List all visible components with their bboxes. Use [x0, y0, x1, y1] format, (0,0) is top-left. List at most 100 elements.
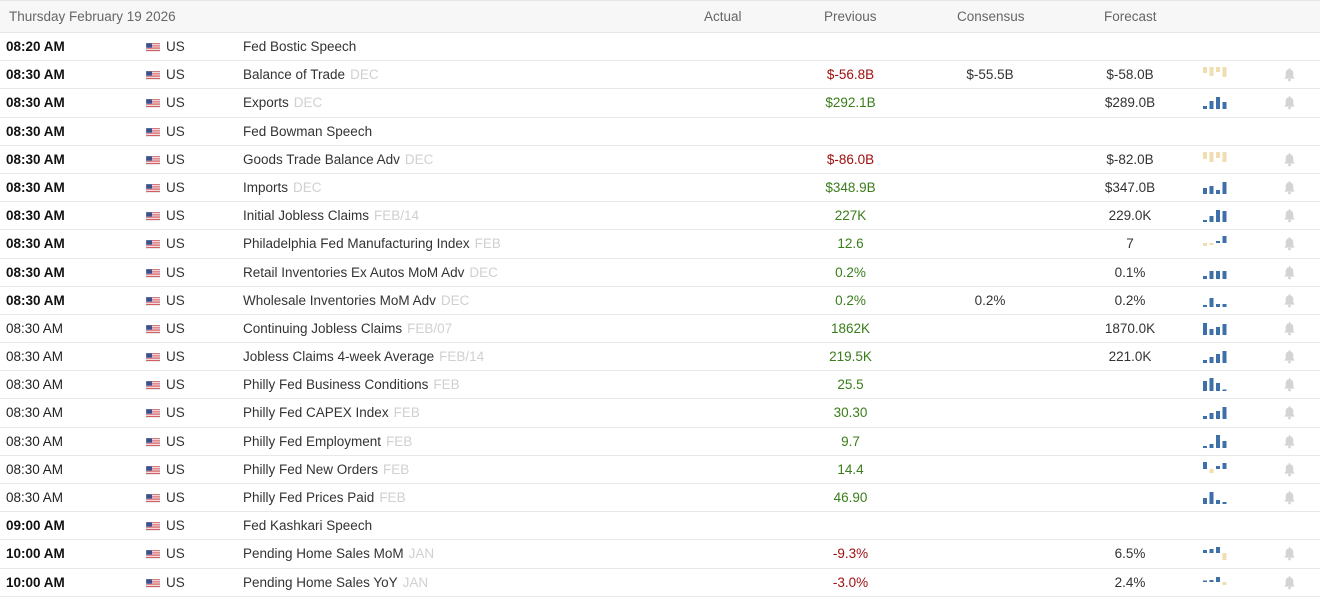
- bell-alert-icon[interactable]: [1283, 152, 1296, 167]
- event-row[interactable]: 08:30 AM US Philly Fed Business Conditions…: [0, 371, 1320, 400]
- event-name-link[interactable]: Wholesale Inventories MoM Adv DEC: [243, 293, 469, 308]
- history-sparkline[interactable]: [1202, 404, 1228, 420]
- event-row[interactable]: 08:30 AM US Imports DEC $348.9B $347.0B: [0, 174, 1320, 203]
- us-flag-icon: [146, 71, 160, 81]
- country-code: US: [166, 433, 185, 449]
- bell-alert-icon[interactable]: [1283, 180, 1296, 195]
- reference-period: FEB: [474, 236, 501, 252]
- bell-alert-icon[interactable]: [1283, 462, 1296, 477]
- actual-column-header[interactable]: Actual: [704, 9, 742, 24]
- event-name-link[interactable]: Fed Bostic Speech: [243, 39, 356, 54]
- event-row[interactable]: 08:30 AM US Goods Trade Balance Adv DEC $-86…: [0, 146, 1320, 174]
- history-sparkline[interactable]: [1202, 433, 1228, 449]
- event-name-link[interactable]: Fed Kashkari Speech: [243, 518, 372, 533]
- event-name-link[interactable]: Goods Trade Balance Adv DEC: [243, 152, 433, 167]
- bell-alert-icon[interactable]: [1283, 406, 1296, 420]
- event-name: Imports: [243, 179, 289, 195]
- event-name-link[interactable]: Philly Fed CAPEX Index FEB: [243, 405, 420, 420]
- history-sparkline[interactable]: [1202, 574, 1228, 590]
- event-name-link[interactable]: Philly Fed Prices Paid FEB: [243, 490, 406, 505]
- event-time: 08:30 AM: [6, 320, 64, 336]
- bell-alert-icon[interactable]: [1283, 378, 1296, 392]
- bell-alert-icon[interactable]: [1283, 68, 1296, 82]
- event-row[interactable]: 08:30 AM US Fed Bowman Speech: [0, 118, 1320, 146]
- event-name-link[interactable]: Pending Home Sales MoM JAN: [243, 546, 434, 561]
- bell-alert-icon[interactable]: [1283, 237, 1296, 251]
- event-row[interactable]: 08:30 AM US Balance of Trade DEC $-56.8B $-55…: [0, 61, 1320, 90]
- country-code: US: [166, 320, 185, 336]
- event-row[interactable]: 10:00 AM US Pending Home Sales MoM JAN -9.3%…: [0, 540, 1320, 569]
- previous-value: -3.0%: [832, 574, 869, 590]
- event-row[interactable]: 08:30 AM US Wholesale Inventories MoM Adv D…: [0, 287, 1320, 315]
- event-row[interactable]: 10:00 AM US Pending Home Sales YoY JAN -3.0%…: [0, 569, 1320, 597]
- history-sparkline[interactable]: [1202, 264, 1228, 280]
- bell-alert-icon[interactable]: [1283, 321, 1296, 336]
- history-sparkline[interactable]: [1202, 348, 1228, 364]
- event-row[interactable]: 08:30 AM US Retail Inventories Ex Autos Mo…: [0, 259, 1320, 287]
- history-sparkline[interactable]: [1202, 179, 1228, 195]
- event-row[interactable]: 08:30 AM US Continuing Jobless Claims FEB/0…: [0, 315, 1320, 344]
- bell-alert-icon[interactable]: [1283, 209, 1296, 223]
- history-sparkline[interactable]: [1202, 376, 1228, 392]
- bell-alert-icon[interactable]: [1283, 547, 1296, 561]
- reference-period: DEC: [440, 292, 470, 308]
- sparkline-bar: [1209, 67, 1214, 77]
- country-code: US: [166, 67, 185, 83]
- history-sparkline[interactable]: [1202, 94, 1228, 110]
- event-name-link[interactable]: Imports DEC: [243, 180, 322, 195]
- event-name-link[interactable]: Exports DEC: [243, 95, 322, 110]
- event-time: 08:20 AM: [6, 39, 65, 54]
- history-sparkline[interactable]: [1202, 320, 1228, 336]
- history-sparkline[interactable]: [1202, 151, 1228, 167]
- event-name-link[interactable]: Philadelphia Fed Manufacturing Index FEB: [243, 236, 501, 251]
- reference-period: FEB: [386, 433, 413, 449]
- bell-alert-icon[interactable]: [1283, 293, 1296, 308]
- bell-alert-icon[interactable]: [1283, 265, 1296, 280]
- event-time: 08:30 AM: [6, 264, 65, 280]
- country-code: US: [166, 151, 185, 167]
- previous-column-header[interactable]: Previous: [824, 9, 877, 24]
- forecast-column-header[interactable]: Forecast: [1104, 9, 1157, 24]
- event-row[interactable]: 08:20 AM US Fed Bostic Speech: [0, 33, 1320, 62]
- consensus-column-header[interactable]: Consensus: [957, 9, 1025, 24]
- event-row[interactable]: 08:30 AM US Jobless Claims 4-week Average F…: [0, 343, 1320, 372]
- history-sparkline[interactable]: [1202, 545, 1228, 561]
- history-sparkline[interactable]: [1202, 235, 1228, 251]
- country-code: US: [166, 405, 185, 421]
- event-row[interactable]: 08:30 AM US Philly Fed Prices Paid FEB 46.90: [0, 484, 1320, 513]
- history-sparkline[interactable]: [1202, 489, 1228, 505]
- sparkline-bar: [1222, 581, 1227, 585]
- history-sparkline[interactable]: [1202, 207, 1228, 223]
- event-name-link[interactable]: Fed Bowman Speech: [243, 124, 372, 139]
- event-name-link[interactable]: Philly Fed Employment FEB: [243, 434, 412, 449]
- event-row[interactable]: 09:00 AM US Fed Kashkari Speech: [0, 512, 1320, 541]
- history-sparkline[interactable]: [1202, 461, 1228, 477]
- bell-alert-icon[interactable]: [1283, 575, 1296, 590]
- sparkline-bar: [1216, 303, 1220, 307]
- bell-alert-icon[interactable]: [1283, 491, 1296, 505]
- event-name-link[interactable]: Retail Inventories Ex Autos MoM Adv DEC: [243, 265, 498, 280]
- event-name-link[interactable]: Continuing Jobless Claims FEB/07: [243, 321, 452, 336]
- history-sparkline[interactable]: [1202, 292, 1228, 308]
- sparkline-bar: [1222, 270, 1227, 279]
- event-name-link[interactable]: Pending Home Sales YoY JAN: [243, 575, 428, 590]
- event-name-link[interactable]: Balance of Trade DEC: [243, 67, 379, 82]
- event-row[interactable]: 08:30 AM US Philly Fed CAPEX Index FEB 30.30: [0, 399, 1320, 428]
- event-name-link[interactable]: Jobless Claims 4-week Average FEB/14: [243, 349, 484, 364]
- event-name-link[interactable]: Philly Fed Business Conditions FEB: [243, 377, 460, 392]
- event-row[interactable]: 08:30 AM US Philly Fed Employment FEB 9.7: [0, 428, 1320, 456]
- sparkline-bar: [1203, 498, 1207, 504]
- event-name-link[interactable]: Initial Jobless Claims FEB/14: [243, 208, 419, 223]
- sparkline-bar: [1209, 378, 1214, 392]
- event-time: 08:30 AM: [6, 208, 65, 224]
- bell-alert-icon[interactable]: [1283, 350, 1296, 364]
- bell-alert-icon[interactable]: [1283, 96, 1296, 110]
- bell-alert-icon[interactable]: [1283, 434, 1296, 449]
- event-name-link[interactable]: Philly Fed New Orders FEB: [243, 462, 409, 477]
- event-row[interactable]: 08:30 AM US Philly Fed New Orders FEB 14.4: [0, 456, 1320, 484]
- event-row[interactable]: 08:30 AM US Exports DEC $292.1B $289.0B: [0, 89, 1320, 118]
- history-sparkline[interactable]: [1202, 66, 1228, 82]
- event-row[interactable]: 08:30 AM US Philadelphia Fed Manufacturing…: [0, 230, 1320, 259]
- sparkline-bar: [1222, 67, 1227, 78]
- event-row[interactable]: 08:30 AM US Initial Jobless Claims FEB/14 22…: [0, 202, 1320, 231]
